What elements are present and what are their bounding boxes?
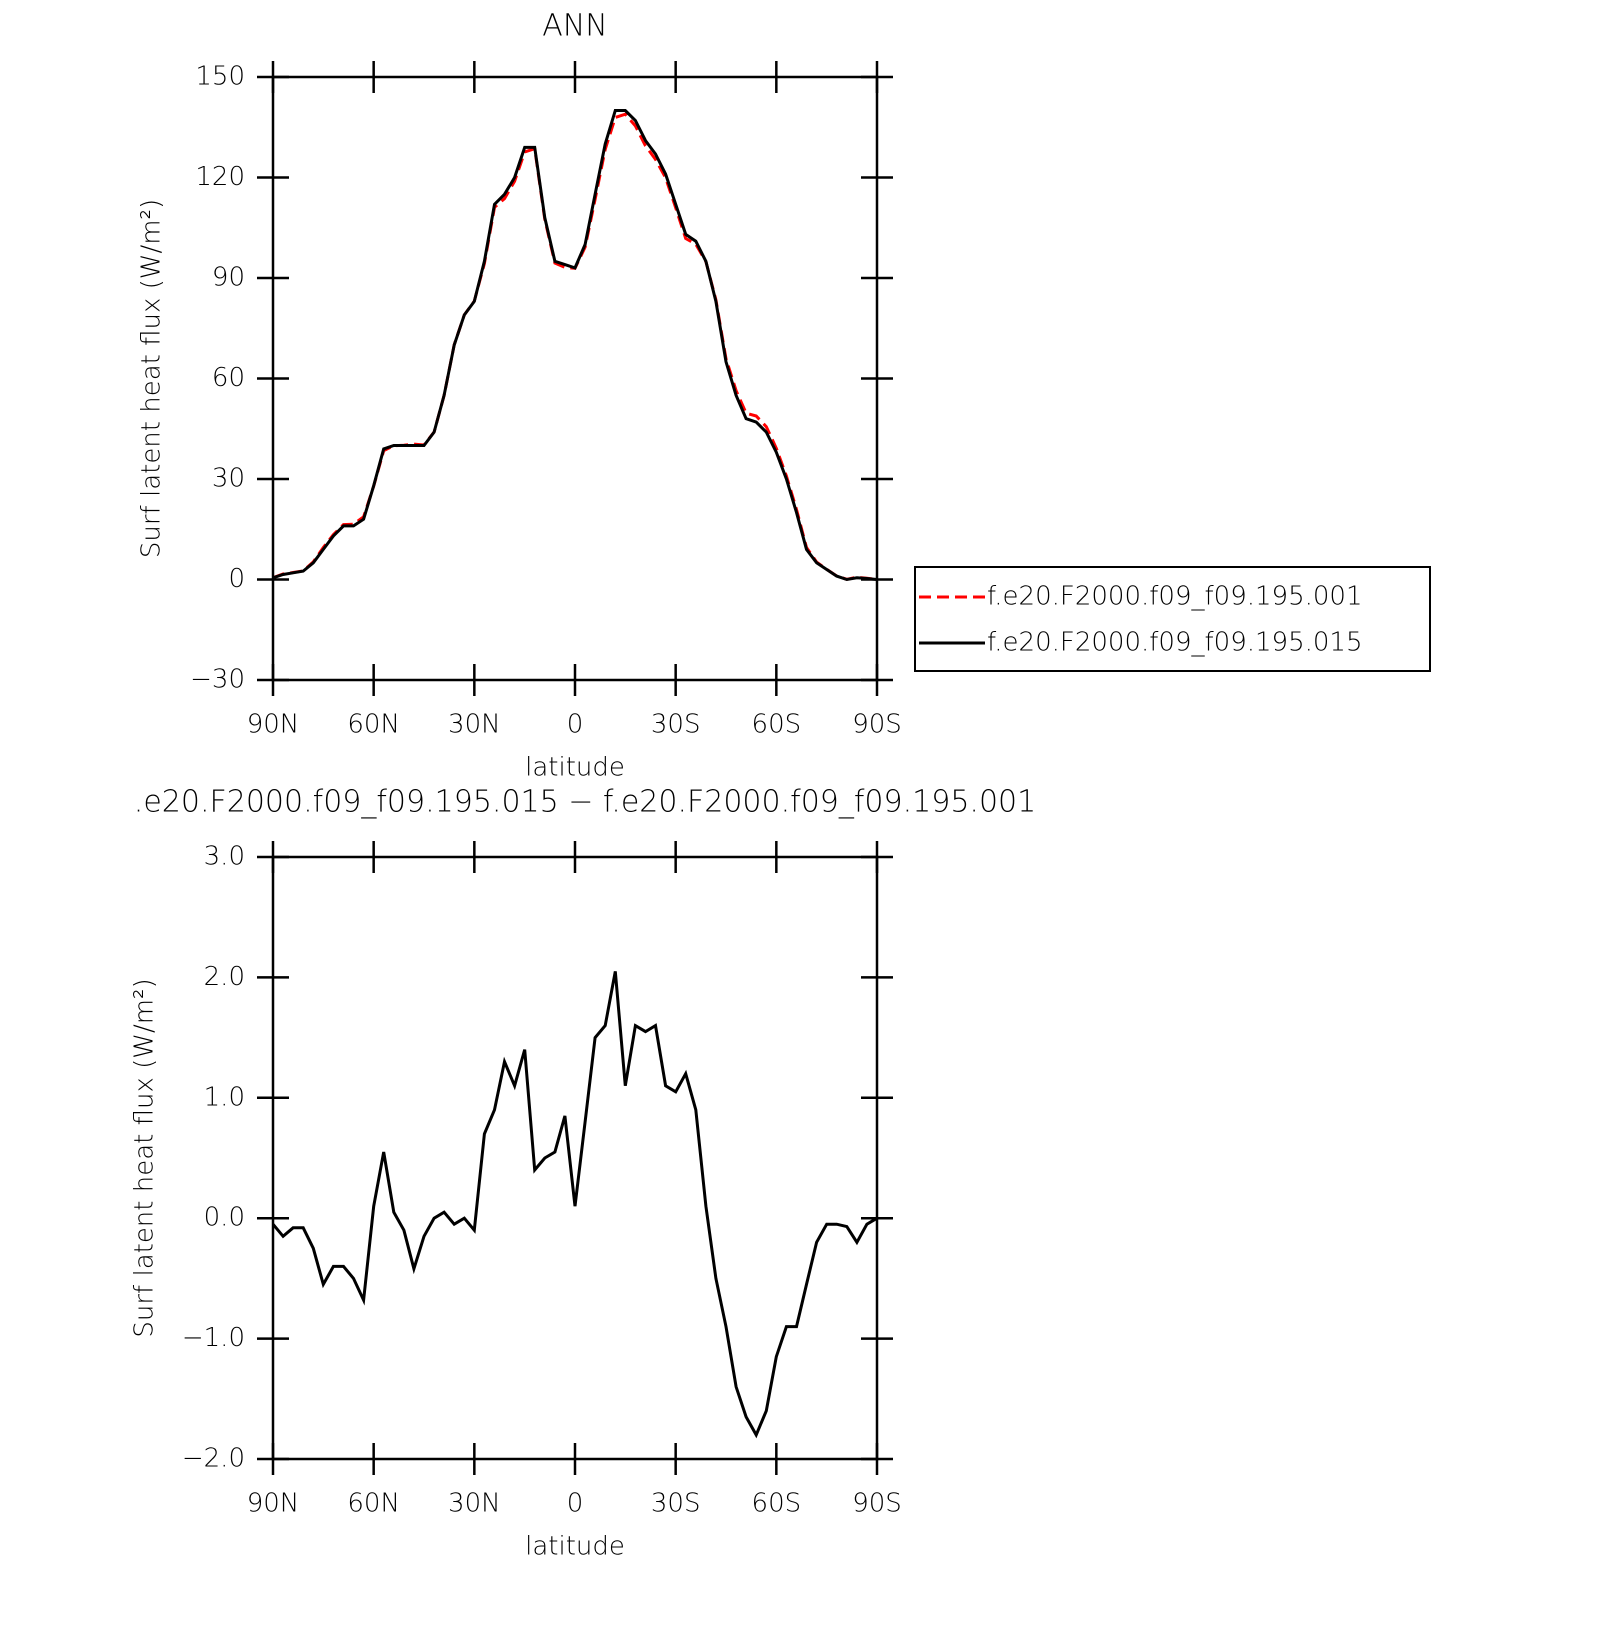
legend-label: f.e20.F2000.f09_f09.195.015 [987,628,1363,658]
y-tick-label: 150 [195,62,245,92]
x-tick-label: 0 [567,710,584,740]
y-axis-label: Surf latent heat flux (W/m²) [130,978,160,1337]
y-tick-label: 1.0 [204,1082,245,1112]
y-tick-label: 120 [195,162,245,192]
y-tick-label: 0 [228,564,245,594]
x-tick-label: 30S [651,710,701,740]
chart-title: .e20.F2000.f09_f09.195.015 − f.e20.F2000… [134,785,1036,820]
y-tick-label: −30 [190,665,245,695]
x-tick-label: 90N [247,1489,300,1519]
y-tick-label: 0.0 [204,1203,245,1233]
series-line [273,971,877,1439]
legend-label: f.e20.F2000.f09_f09.195.001 [987,582,1363,612]
y-tick-label: 60 [212,363,245,393]
x-tick-label: 90S [852,710,902,740]
legend-box [914,566,1431,672]
x-tick-label: 60S [752,1489,802,1519]
y-tick-label: −1.0 [182,1323,245,1353]
x-tick-label: 30S [651,1489,701,1519]
series-line [273,109,877,582]
plot-frame [271,855,879,1461]
y-tick-label: 90 [212,263,245,293]
y-tick-label: 30 [212,464,245,494]
x-tick-label: 60S [752,710,802,740]
x-axis-label: latitude [525,1532,625,1562]
plot-frame [271,75,879,682]
x-tick-label: 60N [347,1489,400,1519]
y-tick-label: 3.0 [204,842,245,872]
x-tick-label: 30N [448,710,501,740]
x-tick-label: 30N [448,1489,501,1519]
x-tick-label: 0 [567,1489,584,1519]
y-tick-label: 2.0 [204,962,245,992]
x-tick-label: 60N [347,710,400,740]
x-tick-label: 90S [852,1489,902,1519]
y-axis-label: Surf latent heat flux (W/m²) [137,199,167,558]
x-axis-label: latitude [525,753,625,783]
x-tick-label: 90N [247,710,300,740]
y-tick-label: −2.0 [182,1444,245,1474]
chart-title: ANN [542,9,607,44]
series-line [273,112,877,581]
